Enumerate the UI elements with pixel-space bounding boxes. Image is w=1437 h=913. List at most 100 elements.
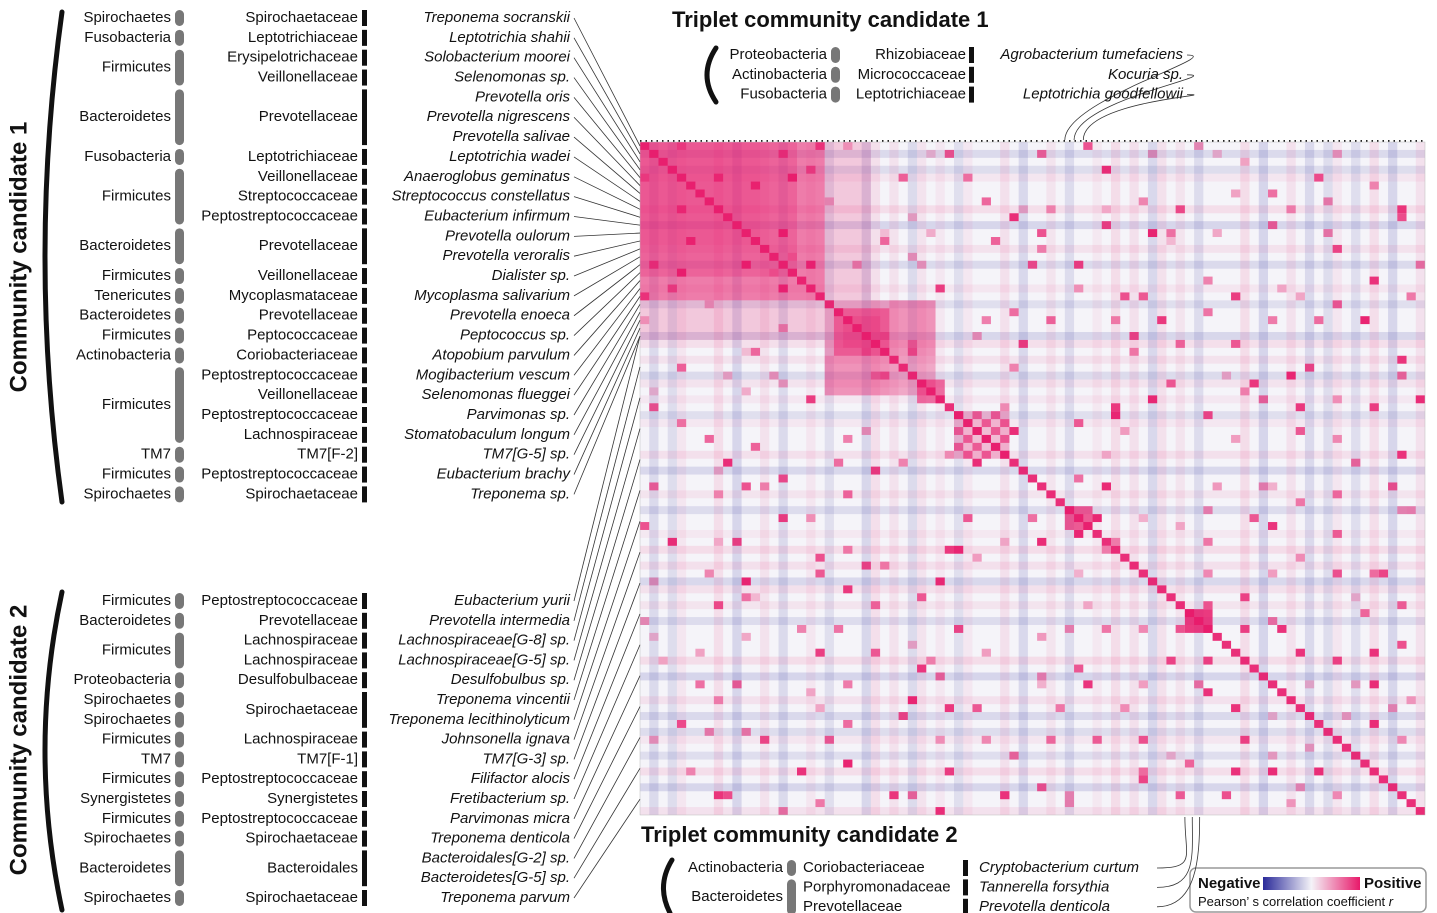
- heatmap-cell: [649, 482, 659, 491]
- heatmap-diagonal: [1277, 688, 1287, 697]
- phylum-bar: [175, 612, 184, 629]
- heatmap-cell: [815, 569, 825, 578]
- heatmap-stripe: [1332, 142, 1342, 815]
- heatmap-cell: [963, 514, 973, 523]
- heatmap-diagonal: [1000, 450, 1010, 459]
- heatmap-cell: [1175, 624, 1185, 633]
- family-bar: [362, 407, 367, 423]
- heatmap-cell: [1314, 767, 1324, 776]
- family-bar: [362, 632, 367, 649]
- heatmap-cell: [1138, 197, 1148, 206]
- heatmap-stripe: [640, 783, 1425, 792]
- heatmap-cell: [1388, 704, 1398, 713]
- heatmap-cell: [676, 205, 687, 214]
- phylum-bar: [175, 89, 184, 146]
- phylum-label: Bacteroidetes: [79, 612, 171, 629]
- heatmap-cell: [1268, 712, 1278, 720]
- phylum-label: Firmicutes: [102, 267, 171, 284]
- species-label: Bacteroidetes[G-5] sp.: [421, 869, 570, 886]
- heatmap-stripe: [640, 696, 1425, 705]
- heatmap-cell: [713, 601, 724, 610]
- heatmap-cell: [1332, 434, 1342, 443]
- heatmap-cell: [1258, 482, 1268, 491]
- community-title: Community candidate 1: [5, 122, 32, 393]
- heatmap-cell: [1055, 704, 1065, 713]
- heatmap-cell: [907, 696, 918, 705]
- leader-line: [573, 272, 641, 336]
- heatmap-cell: [797, 767, 807, 776]
- heatmap-cell: [815, 142, 825, 150]
- heatmap-stripe: [640, 490, 1425, 499]
- heatmap-cell: [972, 442, 982, 451]
- leader-line: [1156, 816, 1187, 869]
- heatmap-cell: [1295, 427, 1305, 435]
- family-label: Peptostreptococcaceae: [201, 466, 358, 483]
- family-label: Peptostreptococcaceae: [201, 592, 358, 609]
- heatmap-cell: [1157, 316, 1167, 325]
- family-label: Prevotellaceae: [259, 108, 358, 125]
- heatmap-cell: [1203, 569, 1213, 578]
- heatmap-cell: [1332, 300, 1342, 309]
- heatmap-cell: [1231, 339, 1241, 348]
- family-label: Coriobacteriaceae: [803, 859, 925, 876]
- heatmap-cell: [1397, 601, 1407, 610]
- family-label: Lachnospiraceae: [244, 731, 358, 748]
- heatmap-cell: [1397, 735, 1407, 744]
- heatmap-diagonal: [1064, 506, 1075, 515]
- phylum-bar: [787, 860, 796, 876]
- heatmap-cell: [843, 490, 853, 499]
- leader-line: [573, 97, 641, 178]
- heatmap-cell: [1268, 221, 1278, 230]
- heatmap-stripe: [1111, 142, 1121, 815]
- heatmap-cell: [1221, 791, 1232, 800]
- family-label: TM7[F-2]: [297, 446, 358, 463]
- heatmap-cell: [1240, 593, 1250, 602]
- heatmap-cell: [667, 284, 677, 293]
- family-label: Veillonellaceae: [258, 267, 358, 284]
- heatmap-cell: [1240, 735, 1250, 744]
- heatmap-cell: [944, 767, 954, 776]
- species-label: Leptotrichia shahii: [449, 29, 571, 46]
- heatmap-cell: [1147, 149, 1158, 158]
- heatmap-cell: [1369, 181, 1379, 190]
- heatmap-stripe: [640, 656, 1425, 665]
- phylum-bar: [175, 791, 184, 807]
- heatmap-cell: [806, 514, 816, 523]
- heatmap-cell: [1074, 419, 1084, 428]
- heatmap-cell: [880, 237, 890, 245]
- heatmap-diagonal: [750, 237, 761, 245]
- leader-line: [573, 521, 641, 720]
- heatmap-block: [824, 355, 890, 396]
- phylum-label: Firmicutes: [102, 810, 171, 827]
- heatmap-cell: [640, 292, 650, 301]
- heatmap-cell: [778, 324, 788, 333]
- heatmap-diagonal: [972, 427, 982, 435]
- heatmap-diagonal: [990, 442, 1001, 451]
- heatmap-cell: [1240, 387, 1250, 396]
- phylum-bar: [175, 446, 184, 463]
- heatmap-diagonal: [769, 252, 779, 261]
- heatmap-cell: [990, 237, 1001, 245]
- phylum-label: Firmicutes: [102, 731, 171, 748]
- leader-line: [573, 613, 641, 780]
- heatmap-cell: [778, 149, 788, 158]
- heatmap-cell: [861, 347, 871, 356]
- heatmap-cell: [981, 197, 991, 206]
- heatmap-cell: [1037, 149, 1047, 158]
- heatmap-cell: [935, 284, 945, 293]
- heatmap-cell: [926, 229, 936, 238]
- heatmap-stripe: [917, 142, 927, 815]
- species-label: TM7[G-5] sp.: [482, 446, 570, 463]
- phylum-bar: [175, 771, 184, 788]
- heatmap-stripe: [1064, 142, 1075, 815]
- heatmap-diagonal: [1314, 719, 1324, 728]
- leader-line: [573, 397, 641, 641]
- heatmap-cell: [1397, 640, 1407, 649]
- heatmap-cell: [1249, 379, 1259, 388]
- heatmap-cell: [1286, 371, 1296, 380]
- heatmap-cell: [954, 427, 964, 435]
- heatmap-cell: [1378, 569, 1389, 578]
- legend-symbol: r: [1389, 894, 1394, 909]
- heatmap-cell: [815, 799, 825, 808]
- heatmap-diagonal: [981, 434, 991, 443]
